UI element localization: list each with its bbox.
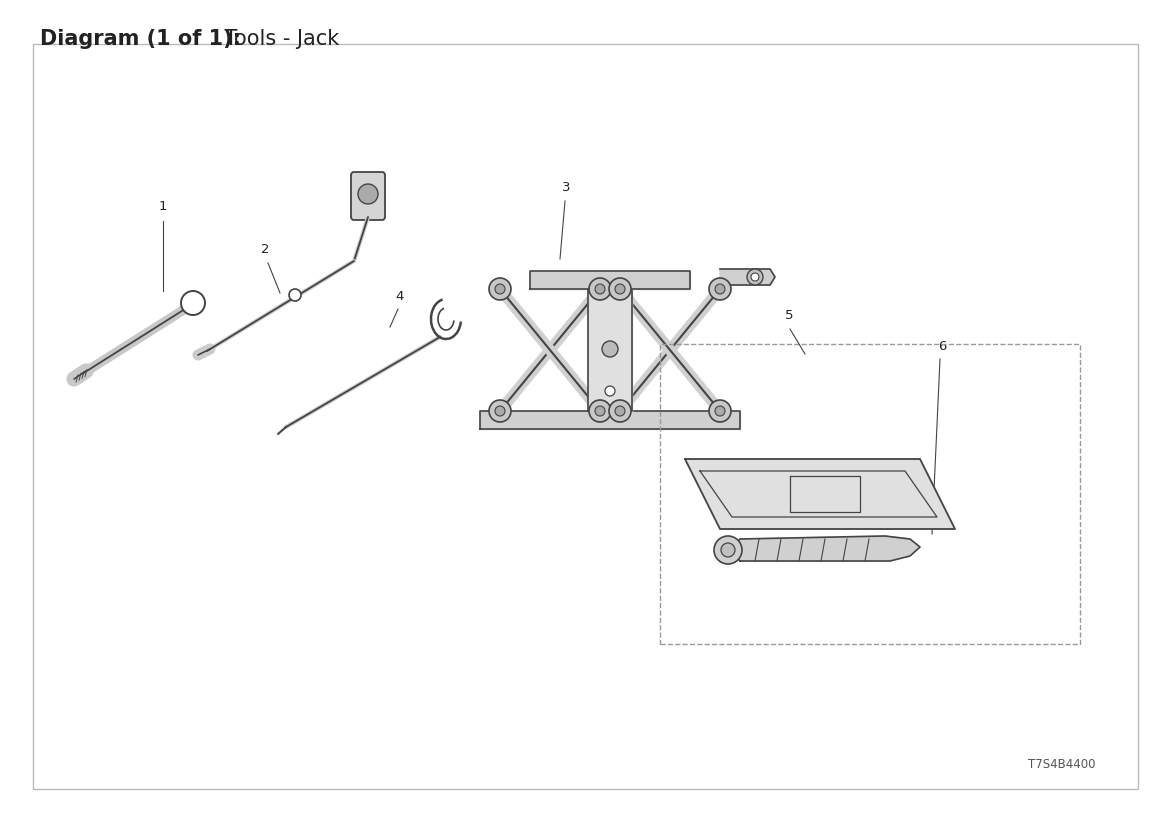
Text: Tools - Jack: Tools - Jack xyxy=(218,29,339,49)
Circle shape xyxy=(746,269,763,285)
Text: 6: 6 xyxy=(938,340,947,353)
Circle shape xyxy=(615,284,625,294)
FancyBboxPatch shape xyxy=(351,172,385,220)
Circle shape xyxy=(721,543,735,557)
Text: 3: 3 xyxy=(562,181,570,194)
Circle shape xyxy=(715,406,725,416)
Circle shape xyxy=(615,406,625,416)
Circle shape xyxy=(709,278,731,300)
Circle shape xyxy=(610,400,631,422)
Circle shape xyxy=(589,278,611,300)
Circle shape xyxy=(610,278,631,300)
Bar xyxy=(660,344,1080,644)
Circle shape xyxy=(181,291,205,315)
Polygon shape xyxy=(589,289,632,411)
Text: 1: 1 xyxy=(159,200,167,213)
Circle shape xyxy=(751,273,759,281)
Polygon shape xyxy=(684,459,955,529)
Circle shape xyxy=(596,284,605,294)
Polygon shape xyxy=(530,271,690,289)
Circle shape xyxy=(489,278,511,300)
Circle shape xyxy=(596,406,605,416)
Circle shape xyxy=(714,536,742,564)
Polygon shape xyxy=(480,411,739,429)
Text: Diagram (1 of 1):: Diagram (1 of 1): xyxy=(40,29,241,49)
Polygon shape xyxy=(720,269,775,285)
Polygon shape xyxy=(730,536,920,561)
Text: 4: 4 xyxy=(395,290,404,303)
Text: 5: 5 xyxy=(785,309,793,322)
Circle shape xyxy=(715,284,725,294)
Circle shape xyxy=(603,341,618,357)
Circle shape xyxy=(495,284,505,294)
Circle shape xyxy=(605,386,615,396)
Circle shape xyxy=(358,184,378,204)
Text: 2: 2 xyxy=(261,243,269,256)
Text: T7S4B4400: T7S4B4400 xyxy=(1027,758,1095,771)
Circle shape xyxy=(495,406,505,416)
Circle shape xyxy=(589,400,611,422)
Circle shape xyxy=(289,289,301,301)
Circle shape xyxy=(489,400,511,422)
Circle shape xyxy=(709,400,731,422)
